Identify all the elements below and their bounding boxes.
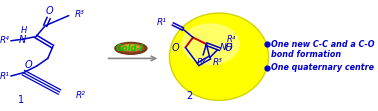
Text: O: O (172, 43, 180, 53)
Ellipse shape (169, 13, 268, 100)
Text: N: N (19, 35, 26, 45)
Ellipse shape (115, 43, 147, 54)
Text: O: O (25, 60, 33, 70)
Text: R¹: R¹ (157, 18, 167, 27)
Text: O: O (225, 43, 232, 53)
Text: R³: R³ (213, 58, 223, 67)
Text: bond formation: bond formation (271, 50, 341, 59)
Ellipse shape (181, 23, 240, 65)
Text: R²: R² (197, 58, 206, 67)
Ellipse shape (118, 44, 144, 52)
Text: R³: R³ (74, 10, 85, 19)
Text: R⁴: R⁴ (0, 36, 9, 45)
Text: NH: NH (220, 43, 233, 52)
Text: R²: R² (76, 91, 85, 100)
Text: 2: 2 (186, 91, 193, 101)
Text: Gold-I: Gold-I (116, 44, 144, 53)
Text: R¹: R¹ (0, 72, 9, 81)
Text: O: O (46, 6, 53, 16)
Ellipse shape (123, 45, 138, 49)
Ellipse shape (116, 44, 145, 53)
Text: One quaternary centre: One quaternary centre (271, 63, 374, 72)
Ellipse shape (121, 45, 141, 51)
Text: 1: 1 (18, 95, 24, 105)
Polygon shape (142, 44, 147, 53)
Text: R⁴: R⁴ (226, 35, 236, 44)
Text: H: H (20, 26, 26, 35)
Text: One new C-C and a C-O: One new C-C and a C-O (271, 40, 375, 49)
